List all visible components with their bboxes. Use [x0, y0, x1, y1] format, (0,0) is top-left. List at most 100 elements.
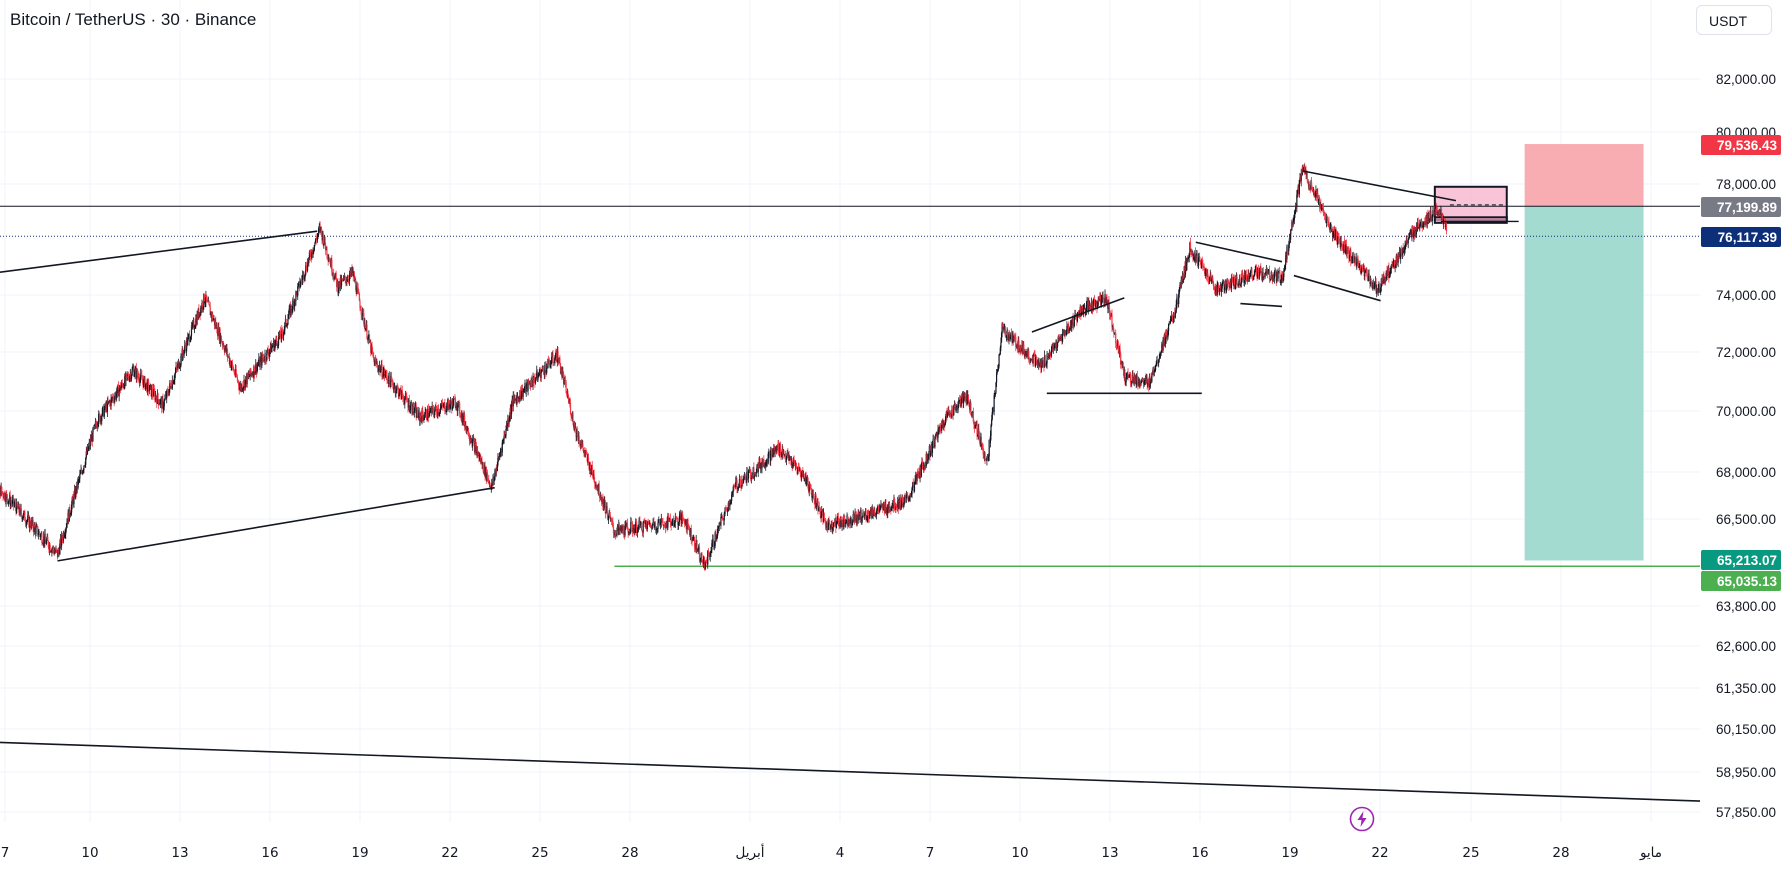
candle-body [702, 560, 704, 564]
candle-body [652, 521, 654, 525]
candle-body [620, 525, 622, 532]
candle-body [2, 492, 4, 497]
candle-body [1306, 171, 1308, 181]
candle-body [749, 470, 751, 471]
candle-body [70, 512, 72, 515]
candle-body [402, 395, 404, 398]
candle-body [682, 518, 685, 520]
candle-body [1228, 283, 1230, 287]
candle-body [1070, 320, 1072, 329]
candle-body [526, 381, 529, 391]
candle-body [467, 427, 469, 436]
candle-body [1205, 269, 1207, 272]
candle-body [443, 403, 445, 405]
candle-body [1184, 266, 1186, 275]
candle-body [1343, 241, 1345, 251]
candle-body [489, 482, 491, 487]
candle-body [1240, 281, 1242, 285]
candle-body [1279, 281, 1282, 283]
candle-body [61, 534, 63, 540]
candle-body [1156, 359, 1159, 362]
candle-body [501, 442, 503, 453]
candle-body [1342, 246, 1344, 251]
candle-body [1436, 211, 1438, 216]
candle-body [273, 341, 275, 347]
candle-body [628, 532, 630, 534]
candle-body [26, 519, 28, 522]
candle-body [967, 394, 969, 404]
candle-body [1245, 274, 1247, 277]
candle-body [382, 372, 384, 378]
candle-body [479, 456, 481, 458]
candle-body [233, 370, 235, 374]
candle-body [1090, 307, 1092, 309]
candle-body [888, 503, 890, 510]
candle-body [982, 447, 984, 455]
candle-body [992, 411, 994, 413]
candle-body [1067, 325, 1069, 331]
candle-body [51, 549, 54, 550]
currency-selector[interactable]: USDT [1696, 5, 1772, 35]
candle-body [736, 480, 738, 489]
candle-body [66, 522, 68, 527]
candle-body [850, 517, 852, 526]
candle-body [964, 397, 966, 399]
candle-body [813, 498, 815, 500]
candle-body [361, 308, 364, 316]
candle-body [412, 403, 414, 415]
candle-body [1255, 267, 1258, 273]
candle-body [1153, 370, 1155, 373]
candle-body [1244, 272, 1246, 280]
candle-body [554, 356, 557, 359]
candle-body [894, 509, 896, 510]
candle-body [1078, 312, 1080, 315]
candle-body [285, 319, 287, 326]
candle-body [828, 520, 830, 522]
lightning-icon[interactable] [1349, 806, 1375, 832]
candle-body [204, 302, 206, 303]
price-axis[interactable]: 82,000.0080,000.0078,000.0074,000.0072,0… [1716, 72, 1776, 820]
candle-body [1070, 320, 1072, 328]
candle-body [10, 501, 12, 506]
candle-body [390, 376, 393, 380]
candle-body [1278, 271, 1280, 273]
candle-body [424, 411, 426, 418]
candle-body [559, 357, 561, 364]
candle-body [800, 473, 803, 477]
candle-body [781, 456, 783, 458]
candle-body [350, 268, 352, 275]
candle-body [244, 380, 246, 388]
candle-body [242, 388, 244, 391]
x-tick-label: 16 [1191, 845, 1208, 861]
candle-body [531, 379, 533, 386]
candle-body [1068, 325, 1070, 331]
time-axis[interactable]: 7 10 13 16 19 22 25 28 أبريل 4 7 10 13 16 19 22 25 28 مايو [1, 843, 1662, 861]
candle-body [516, 396, 518, 405]
candle-body [573, 422, 575, 428]
candle-body [114, 393, 117, 397]
candle-body [649, 523, 651, 525]
candle-body [1230, 277, 1233, 289]
candle-body [477, 450, 479, 457]
candle-body [1133, 376, 1135, 384]
candle-body [640, 522, 642, 526]
candle-body [1270, 272, 1272, 279]
candle-body [1128, 375, 1130, 378]
candle-body [905, 496, 907, 499]
candle-body [1038, 360, 1040, 366]
x-tick-label: 22 [441, 845, 458, 861]
candle-body [64, 534, 66, 535]
candle-body [1129, 373, 1132, 383]
candle-body [1285, 255, 1287, 260]
candle-body [1359, 265, 1361, 267]
candle-body [1363, 265, 1365, 270]
candle-body [708, 554, 710, 557]
candle-body [533, 376, 535, 377]
candle-body [761, 461, 763, 469]
candle-body [188, 334, 190, 336]
candle-body [1443, 218, 1445, 220]
candle-body [890, 509, 892, 511]
candle-body [988, 439, 990, 457]
candle-body [930, 445, 932, 454]
